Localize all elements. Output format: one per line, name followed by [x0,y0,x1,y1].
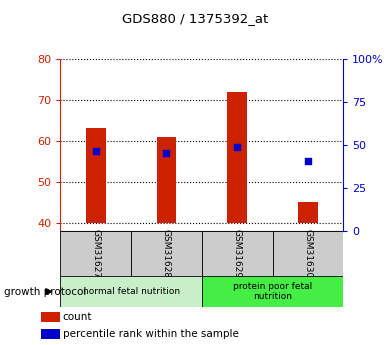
Bar [157,137,176,223]
Bar [60,231,131,276]
Bar [86,128,106,223]
Bar [131,231,202,276]
Bar [60,276,202,307]
Text: protein poor fetal
nutrition: protein poor fetal nutrition [233,282,312,301]
Bar [41,329,60,339]
Bar [298,203,318,223]
Bar [273,231,343,276]
Bar [202,276,343,307]
Bar [41,312,60,322]
Text: normal fetal nutrition: normal fetal nutrition [83,287,180,296]
Text: count: count [63,312,92,322]
Text: GSM31629: GSM31629 [233,229,242,278]
Text: GSM31630: GSM31630 [303,229,312,278]
Text: GSM31628: GSM31628 [162,229,171,278]
Point [93,148,99,154]
Text: growth protocol: growth protocol [4,287,86,296]
Point [163,150,170,156]
Text: GSM31627: GSM31627 [91,229,100,278]
Point [234,144,240,150]
Text: GDS880 / 1375392_at: GDS880 / 1375392_at [122,12,268,25]
Bar [227,91,247,223]
Text: percentile rank within the sample: percentile rank within the sample [63,329,239,339]
Bar [202,231,273,276]
Point [305,159,311,164]
